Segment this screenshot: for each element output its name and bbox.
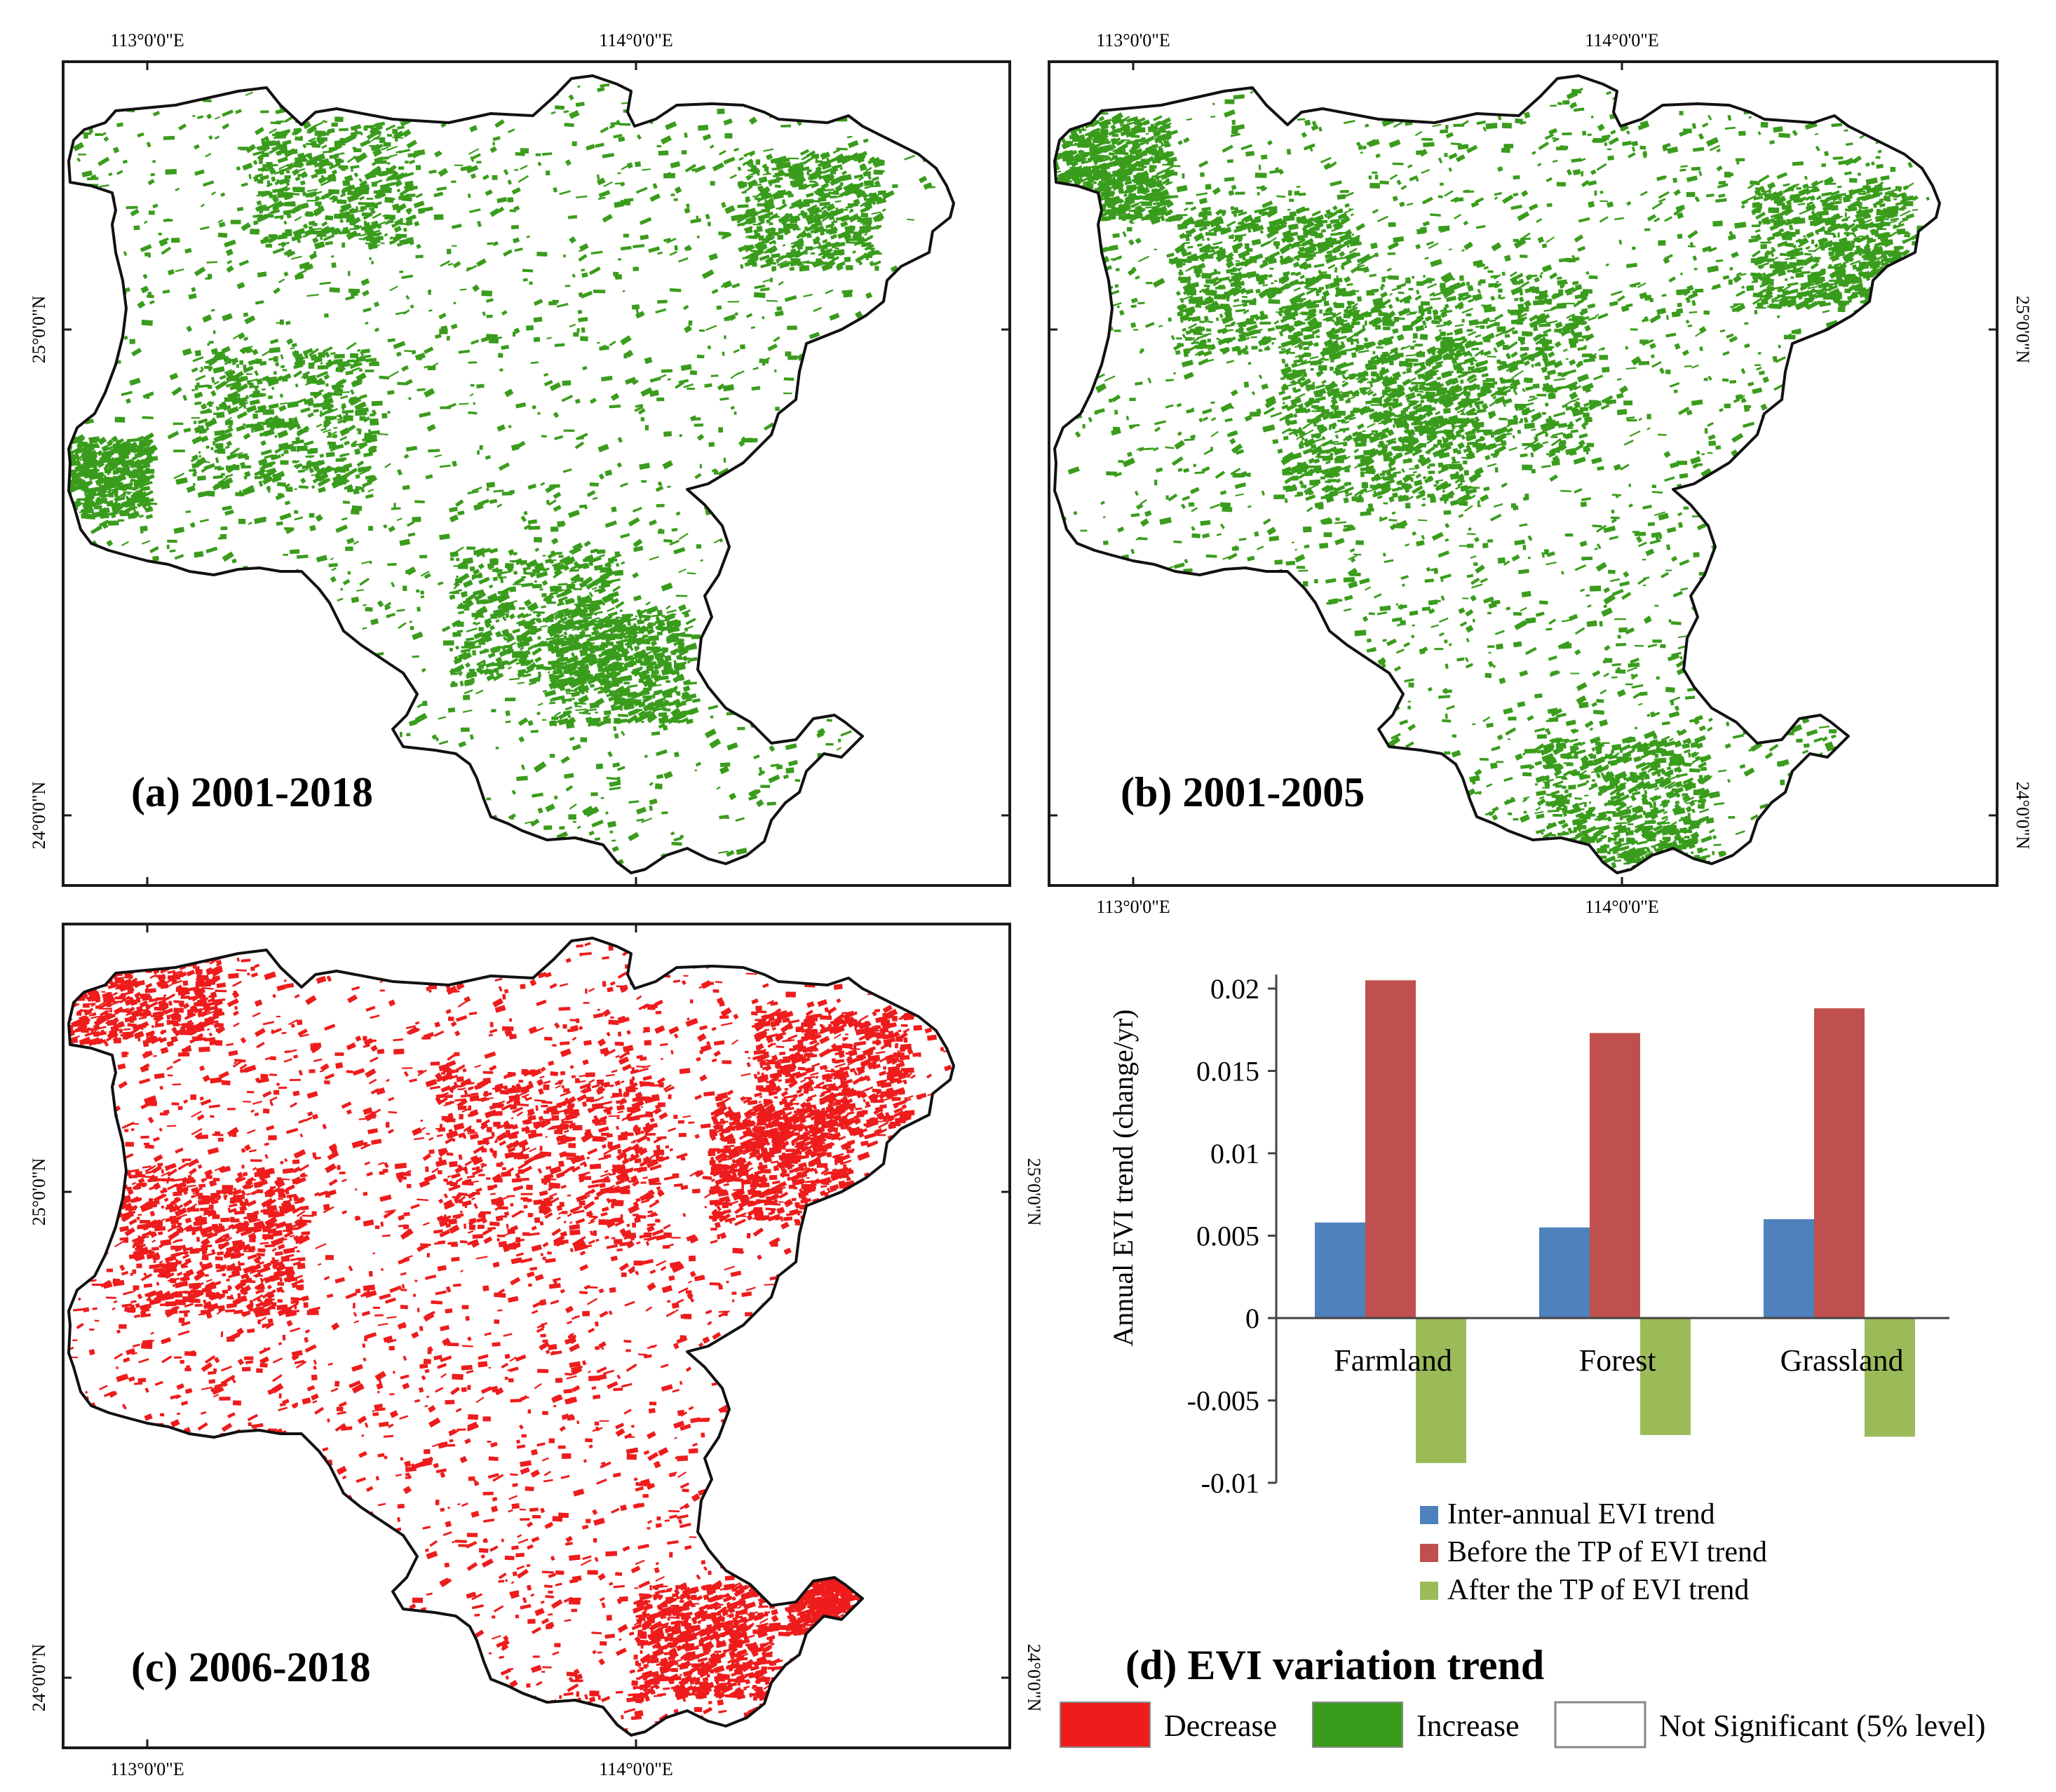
panel-label-d: (d) EVI variation trend bbox=[1125, 1642, 1544, 1688]
bar-after-tp-grassland bbox=[1865, 1318, 1915, 1437]
lat-label-c-24-right: 24°0'0"N bbox=[1024, 1644, 1044, 1712]
y-tick-label: 0.005 bbox=[1196, 1221, 1259, 1252]
bar-after-tp-farmland bbox=[1416, 1318, 1466, 1463]
map-panel-c: 113°0'0"E 114°0'0"E 25°0'0"N 24°0'0"N 25… bbox=[29, 923, 1044, 1779]
y-tick-label: 0.015 bbox=[1196, 1056, 1259, 1087]
lat-label-a-25: 25°0'0"N bbox=[29, 296, 49, 364]
map-frame-b bbox=[1048, 60, 1998, 887]
lon-label-a-113: 113°0'0"E bbox=[110, 30, 184, 50]
chart-ylabel: Annual EVI trend (change/yr) bbox=[1107, 1010, 1139, 1347]
category-labels: Farmland Forest Grassland bbox=[1334, 1343, 1903, 1378]
legend-swatch-decrease bbox=[1060, 1702, 1151, 1748]
lon-label-b-113-bottom: 113°0'0"E bbox=[1096, 897, 1170, 917]
lat-label-c-24: 24°0'0"N bbox=[29, 1644, 49, 1712]
category-label-grassland: Grassland bbox=[1780, 1343, 1904, 1378]
bar-inter-annual-grassland bbox=[1764, 1219, 1814, 1318]
legend-swatch-increase bbox=[1312, 1702, 1403, 1748]
y-tick-label: -0.01 bbox=[1201, 1467, 1259, 1499]
lon-label-b-113-top: 113°0'0"E bbox=[1096, 30, 1170, 50]
lon-label-b-114-bottom: 114°0'0"E bbox=[1585, 897, 1659, 917]
bar-before-tp-farmland bbox=[1365, 980, 1416, 1318]
map-panel-a: 113°0'0"E 114°0'0"E 25°0'0"N 24°0'0"N (a… bbox=[29, 30, 1011, 887]
legend-label-decrease: Decrease bbox=[1164, 1709, 1277, 1743]
map-panel-b: 113°0'0"E 114°0'0"E 113°0'0"E 114°0'0"E … bbox=[1048, 30, 2033, 917]
panel-label-c: (c) 2006-2018 bbox=[131, 1644, 371, 1690]
legend-swatch-before bbox=[1420, 1544, 1438, 1562]
legend-label-after: After the TP of EVI trend bbox=[1447, 1574, 1749, 1606]
y-tick-label: 0.02 bbox=[1210, 973, 1259, 1005]
bar-inter-annual-forest bbox=[1539, 1227, 1590, 1318]
map-legend: Decrease Increase Not Significant (5% le… bbox=[1060, 1701, 1986, 1749]
y-tick-label: -0.005 bbox=[1187, 1385, 1259, 1417]
lat-label-c-25: 25°0'0"N bbox=[29, 1158, 49, 1226]
lon-label-c-113: 113°0'0"E bbox=[110, 1759, 184, 1779]
bar-before-tp-grassland bbox=[1814, 1008, 1865, 1318]
bar-before-tp-forest bbox=[1590, 1033, 1640, 1318]
category-label-forest: Forest bbox=[1579, 1343, 1656, 1378]
legend-swatch-inter bbox=[1420, 1506, 1438, 1524]
legend-label-not-significant: Not Significant (5% level) bbox=[1659, 1709, 1986, 1743]
bar-inter-annual-farmland bbox=[1315, 1222, 1365, 1318]
graticule-ticks-c bbox=[63, 924, 1010, 1748]
region-boundary-b bbox=[1053, 74, 1941, 874]
lat-label-c-25-right: 25°0'0"N bbox=[1024, 1158, 1044, 1226]
panel-label-b: (b) 2001-2005 bbox=[1121, 769, 1365, 815]
lat-label-a-24: 24°0'0"N bbox=[29, 782, 49, 850]
lat-label-b-25: 25°0'0"N bbox=[2013, 296, 2033, 364]
category-label-farmland: Farmland bbox=[1334, 1343, 1452, 1378]
legend-label-inter: Inter-annual EVI trend bbox=[1447, 1498, 1715, 1530]
y-tick-label: 0.01 bbox=[1210, 1138, 1259, 1169]
y-tick-label: 0 bbox=[1245, 1303, 1259, 1334]
graticule-ticks-a bbox=[63, 62, 1010, 885]
region-boundary-c bbox=[67, 937, 955, 1737]
lon-label-c-114: 114°0'0"E bbox=[599, 1759, 673, 1779]
legend-swatch-not-significant bbox=[1554, 1701, 1646, 1749]
legend-swatch-after bbox=[1420, 1582, 1438, 1600]
region-boundary-a bbox=[67, 74, 955, 874]
lon-label-a-114: 114°0'0"E bbox=[599, 30, 673, 50]
lat-label-b-24: 24°0'0"N bbox=[2013, 782, 2033, 850]
bar-after-tp-forest bbox=[1640, 1318, 1691, 1435]
graticule-ticks-b bbox=[1049, 62, 1997, 885]
panel-label-a: (a) 2001-2018 bbox=[131, 769, 373, 815]
legend-label-before: Before the TP of EVI trend bbox=[1447, 1536, 1767, 1568]
y-axis-ticks: -0.01 -0.005 0 0.005 0.01 0.015 0.02 bbox=[1187, 973, 1276, 1499]
bar-chart: Annual EVI trend (change/yr) -0.01 -0.005… bbox=[1107, 973, 1949, 1688]
lon-label-b-114-top: 114°0'0"E bbox=[1585, 30, 1659, 50]
chart-bars bbox=[1315, 980, 1915, 1463]
legend-label-increase: Increase bbox=[1416, 1709, 1520, 1743]
chart-legend: Inter-annual EVI trend Before the TP of … bbox=[1420, 1498, 1767, 1606]
